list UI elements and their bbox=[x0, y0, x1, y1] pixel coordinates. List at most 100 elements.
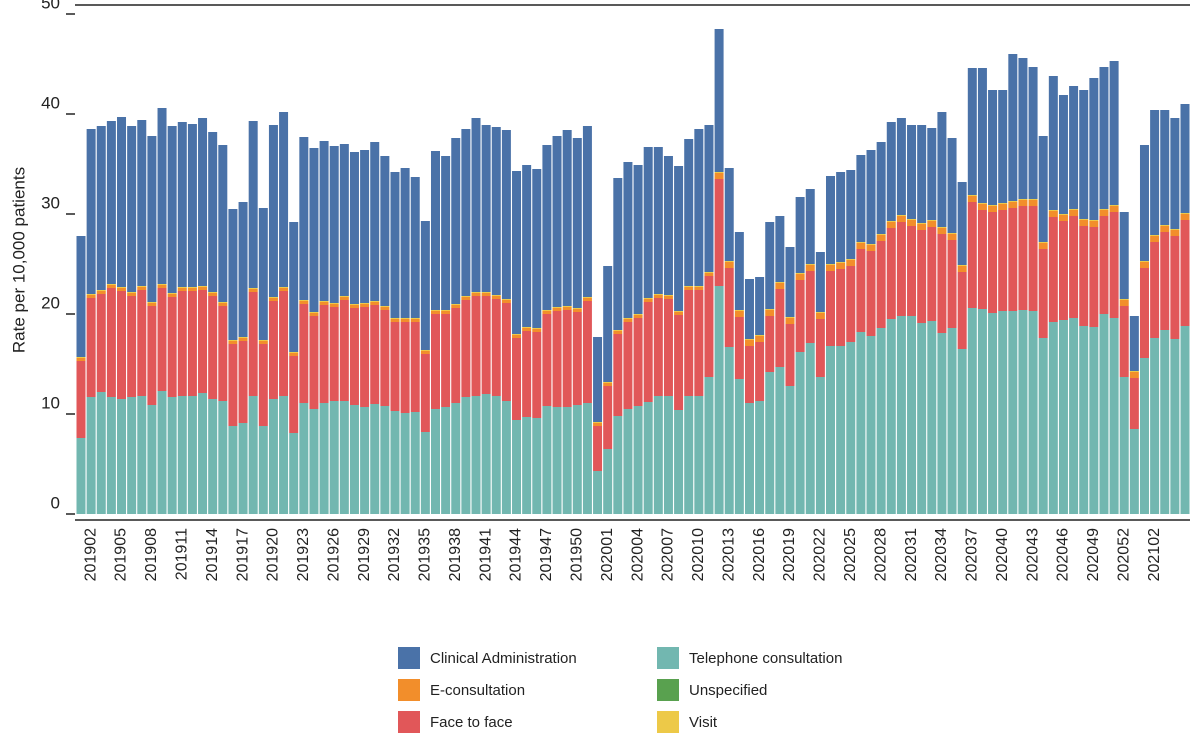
bar-segment bbox=[400, 319, 410, 322]
bar-segment bbox=[299, 137, 309, 300]
bar-segment bbox=[633, 165, 643, 314]
bar-segment bbox=[258, 344, 268, 426]
bar-segment bbox=[815, 319, 825, 377]
bar-segment bbox=[309, 316, 319, 409]
bar-segment bbox=[1180, 220, 1190, 326]
x-tick-label: 201920 bbox=[265, 528, 282, 581]
bar-segment bbox=[522, 328, 532, 331]
bar-segment bbox=[593, 471, 603, 514]
bar-segment bbox=[319, 141, 329, 301]
bar-segment bbox=[785, 317, 795, 318]
bar-segment bbox=[552, 311, 562, 407]
x-tick-label: 201902 bbox=[82, 528, 99, 581]
bar-segment bbox=[1069, 318, 1079, 514]
bar-segment bbox=[248, 396, 258, 514]
bar-segment bbox=[461, 397, 471, 514]
x-tick-label: 202001 bbox=[599, 528, 616, 581]
bar-segment bbox=[360, 304, 370, 307]
bar-segment bbox=[815, 313, 825, 319]
bar-segment bbox=[441, 311, 451, 314]
bar-segment bbox=[532, 169, 542, 328]
legend-label: Face to face bbox=[430, 714, 513, 731]
legend-label: Telephone consultation bbox=[689, 650, 842, 667]
bar-segment bbox=[117, 117, 127, 287]
bar-segment bbox=[988, 313, 998, 514]
bar-segment bbox=[319, 302, 329, 305]
x-tick-label: 201935 bbox=[417, 528, 434, 581]
bar-segment bbox=[309, 312, 319, 313]
bar-segment bbox=[663, 299, 673, 396]
bar-segment bbox=[765, 372, 775, 514]
bar-segment bbox=[198, 393, 208, 514]
bar-segment bbox=[420, 351, 430, 354]
bar-segment bbox=[998, 204, 1008, 210]
bar-segment bbox=[826, 264, 836, 265]
bar-segment bbox=[1119, 299, 1129, 300]
bar-segment bbox=[167, 297, 177, 397]
bar-segment bbox=[1028, 200, 1038, 206]
bar-segment bbox=[623, 319, 633, 322]
bar-segment bbox=[501, 303, 511, 401]
bar-segment bbox=[86, 298, 96, 397]
y-axis-label: Rate per 10,000 patients bbox=[9, 167, 28, 353]
bar-segment bbox=[187, 124, 197, 287]
bar-segment bbox=[876, 241, 886, 328]
bar-segment bbox=[663, 396, 673, 514]
bar-segment bbox=[501, 130, 511, 299]
bar-segment bbox=[430, 310, 440, 311]
bar-segment bbox=[390, 319, 400, 322]
bar-segment bbox=[380, 307, 390, 310]
bar-segment bbox=[491, 296, 501, 299]
bar-segment bbox=[674, 312, 684, 315]
bar-segment bbox=[370, 142, 380, 301]
bar-segment bbox=[1089, 220, 1099, 221]
bar-segment bbox=[603, 449, 613, 514]
bar-segment bbox=[957, 265, 967, 266]
bar-segment bbox=[886, 319, 896, 514]
bar-segment bbox=[329, 307, 339, 401]
bar-segment bbox=[106, 288, 116, 397]
bar-segment bbox=[765, 310, 775, 316]
legend-label: E-consultation bbox=[430, 682, 525, 699]
bar-segment bbox=[451, 403, 461, 514]
bar-segment bbox=[390, 411, 400, 514]
bar-segment bbox=[724, 168, 734, 261]
bar-segment bbox=[1018, 199, 1028, 200]
bar-segment bbox=[1069, 210, 1079, 216]
bar-segment bbox=[1048, 211, 1058, 217]
bar-segment bbox=[694, 290, 704, 396]
legend-label: Unspecified bbox=[689, 682, 767, 699]
bar-segment bbox=[147, 136, 157, 302]
bar-segment bbox=[1099, 209, 1109, 210]
bar-segment bbox=[1160, 225, 1170, 226]
bar-segment bbox=[1038, 338, 1048, 514]
bar-segment bbox=[279, 291, 289, 396]
bar-segment bbox=[1058, 320, 1068, 514]
bar-segment bbox=[532, 418, 542, 514]
bar-segment bbox=[430, 311, 440, 314]
bar-segment bbox=[714, 29, 724, 172]
bar-segment bbox=[734, 310, 744, 311]
bar-segment bbox=[724, 347, 734, 514]
bar-segment bbox=[866, 336, 876, 514]
bar-segment bbox=[937, 234, 947, 333]
bar-segment bbox=[886, 221, 896, 222]
bar-segment bbox=[400, 322, 410, 413]
bar-segment bbox=[167, 126, 177, 293]
bar-segment bbox=[734, 232, 744, 310]
bar-segment bbox=[755, 401, 765, 514]
bar-segment bbox=[461, 129, 471, 296]
bar-segment bbox=[734, 311, 744, 317]
bar-segment bbox=[744, 339, 754, 340]
x-tick-label: 201944 bbox=[508, 528, 525, 581]
bar-segment bbox=[279, 287, 289, 288]
bar-segment bbox=[1089, 327, 1099, 514]
bar-segment bbox=[674, 166, 684, 311]
bar-segment bbox=[360, 150, 370, 303]
bar-segment bbox=[896, 316, 906, 514]
bar-segment bbox=[1038, 249, 1048, 338]
bar-segment bbox=[451, 304, 461, 305]
bar-segment bbox=[461, 296, 471, 297]
bar-segment bbox=[1008, 201, 1018, 202]
bar-segment bbox=[755, 335, 765, 336]
